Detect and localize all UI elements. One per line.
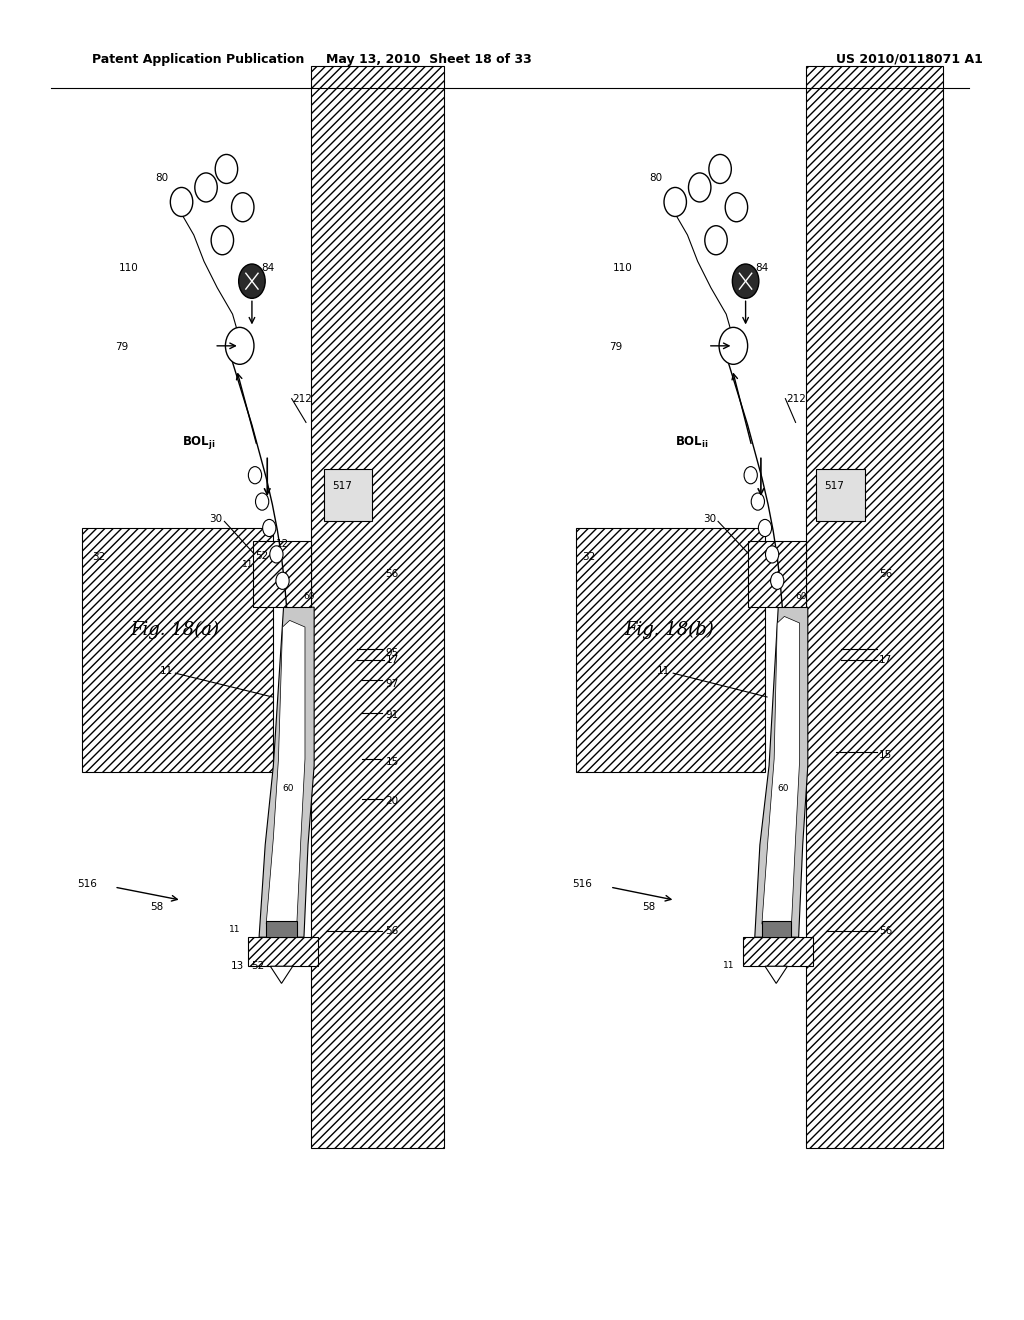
Text: 91: 91 <box>386 710 398 721</box>
Text: 30: 30 <box>702 513 716 524</box>
Text: 56: 56 <box>386 569 398 579</box>
Text: 56: 56 <box>880 569 893 579</box>
Polygon shape <box>762 616 800 924</box>
Text: 517: 517 <box>333 480 352 491</box>
Circle shape <box>275 572 289 590</box>
Text: 58: 58 <box>643 902 655 912</box>
Circle shape <box>744 466 758 483</box>
Text: 58: 58 <box>150 902 163 912</box>
Text: 110: 110 <box>119 263 138 273</box>
Text: 15: 15 <box>880 750 893 760</box>
Text: $\bf{BOL}_{ii}$: $\bf{BOL}_{ii}$ <box>675 434 709 450</box>
Polygon shape <box>266 620 305 924</box>
Text: 52: 52 <box>252 961 264 972</box>
Text: 516: 516 <box>571 879 592 890</box>
Text: 80: 80 <box>156 173 168 183</box>
Circle shape <box>239 264 265 298</box>
Circle shape <box>759 519 772 537</box>
Text: 17: 17 <box>880 655 893 665</box>
Text: US 2010/0118071 A1: US 2010/0118071 A1 <box>837 53 983 66</box>
Polygon shape <box>266 921 297 937</box>
Text: 80: 80 <box>649 173 662 183</box>
Text: 56: 56 <box>386 925 398 936</box>
Polygon shape <box>577 528 765 772</box>
Text: 32: 32 <box>583 552 596 562</box>
Text: 97: 97 <box>386 678 398 689</box>
Circle shape <box>170 187 193 216</box>
Text: 79: 79 <box>609 342 623 352</box>
Circle shape <box>705 226 727 255</box>
Text: 84: 84 <box>755 263 768 273</box>
Circle shape <box>664 187 686 216</box>
Polygon shape <box>742 937 813 966</box>
Text: 20: 20 <box>386 796 398 807</box>
Text: Fig. 18(a): Fig. 18(a) <box>130 620 219 639</box>
Polygon shape <box>311 66 443 1148</box>
Text: 13: 13 <box>231 961 245 972</box>
Circle shape <box>256 492 268 511</box>
Polygon shape <box>755 607 808 937</box>
Polygon shape <box>806 66 943 1148</box>
Text: $\bf{BOL}_{ji}$: $\bf{BOL}_{ji}$ <box>181 434 215 450</box>
Circle shape <box>269 546 283 564</box>
Text: 212: 212 <box>786 393 806 404</box>
Circle shape <box>211 226 233 255</box>
Circle shape <box>195 173 217 202</box>
Circle shape <box>725 193 748 222</box>
Text: 15: 15 <box>386 756 398 767</box>
Text: 32: 32 <box>92 552 105 562</box>
Polygon shape <box>253 541 311 607</box>
Circle shape <box>709 154 731 183</box>
Circle shape <box>225 327 254 364</box>
Circle shape <box>719 327 748 364</box>
Text: 52: 52 <box>255 550 268 561</box>
Text: 56: 56 <box>880 925 893 936</box>
Circle shape <box>215 154 238 183</box>
Text: 11: 11 <box>160 665 173 676</box>
Polygon shape <box>762 921 792 937</box>
Text: 60: 60 <box>303 593 314 601</box>
Circle shape <box>262 519 275 537</box>
Text: 212: 212 <box>293 393 312 404</box>
Text: 60: 60 <box>777 784 788 792</box>
Text: 60: 60 <box>796 593 807 601</box>
Text: 11: 11 <box>242 561 253 569</box>
Polygon shape <box>82 528 273 772</box>
Text: 17: 17 <box>386 655 398 665</box>
Text: 516: 516 <box>77 879 97 890</box>
Text: 11: 11 <box>656 665 670 676</box>
Circle shape <box>688 173 711 202</box>
Polygon shape <box>816 469 865 521</box>
Text: 95: 95 <box>386 648 398 659</box>
Text: 517: 517 <box>824 480 844 491</box>
Polygon shape <box>248 937 318 966</box>
Circle shape <box>752 492 765 511</box>
Text: Fig. 18(b): Fig. 18(b) <box>625 620 714 639</box>
Polygon shape <box>270 966 293 983</box>
Text: May 13, 2010  Sheet 18 of 33: May 13, 2010 Sheet 18 of 33 <box>326 53 531 66</box>
Circle shape <box>771 572 783 590</box>
Circle shape <box>249 466 261 483</box>
Polygon shape <box>325 469 373 521</box>
Polygon shape <box>765 966 787 983</box>
Polygon shape <box>259 607 314 937</box>
Text: 60: 60 <box>283 784 294 792</box>
Text: 11: 11 <box>228 925 241 933</box>
Text: 79: 79 <box>116 342 129 352</box>
Text: 30: 30 <box>209 513 222 524</box>
Text: Patent Application Publication: Patent Application Publication <box>92 53 304 66</box>
Circle shape <box>766 546 778 564</box>
Circle shape <box>231 193 254 222</box>
Text: 12: 12 <box>275 539 289 549</box>
Text: 110: 110 <box>612 263 633 273</box>
Text: 84: 84 <box>261 263 274 273</box>
Polygon shape <box>748 541 806 607</box>
Circle shape <box>732 264 759 298</box>
Text: 11: 11 <box>723 961 734 970</box>
